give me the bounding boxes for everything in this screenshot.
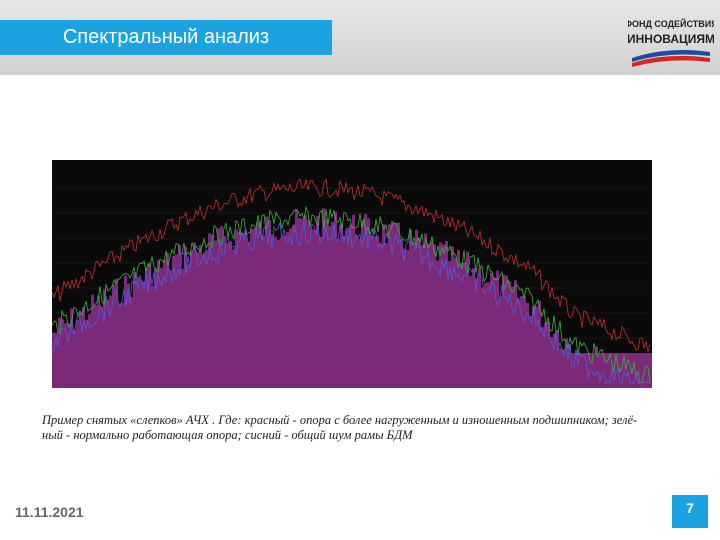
slide-title: Спектральный анализ (0, 20, 332, 55)
image-trace (51, 221, 650, 384)
image-trace (51, 205, 651, 384)
image-bars (52, 208, 652, 388)
logo: ФОНД СОДЕЙСТВИЯ ИННОВАЦИЯМ (628, 18, 714, 67)
caption-line: ный - нормально работающая опора; сисний… (42, 428, 413, 442)
image-trace (51, 178, 651, 352)
logo-text: ФОНД СОДЕЙСТВИЯ (628, 18, 714, 29)
logo-text: ИННОВАЦИЯМ (628, 32, 714, 46)
logo-swoosh (632, 55, 710, 67)
logo-swoosh (632, 50, 710, 62)
caption: Пример снятых «слепков» АЧХ . Где: красн… (42, 413, 692, 443)
spectrum-image (40, 158, 668, 395)
caption-line: Пример снятых «слепков» АЧХ . Где: красн… (42, 413, 638, 427)
page-number: 7 (672, 495, 708, 528)
date: 11.11.2021 (15, 504, 84, 520)
spectrum-drawing (51, 178, 652, 388)
